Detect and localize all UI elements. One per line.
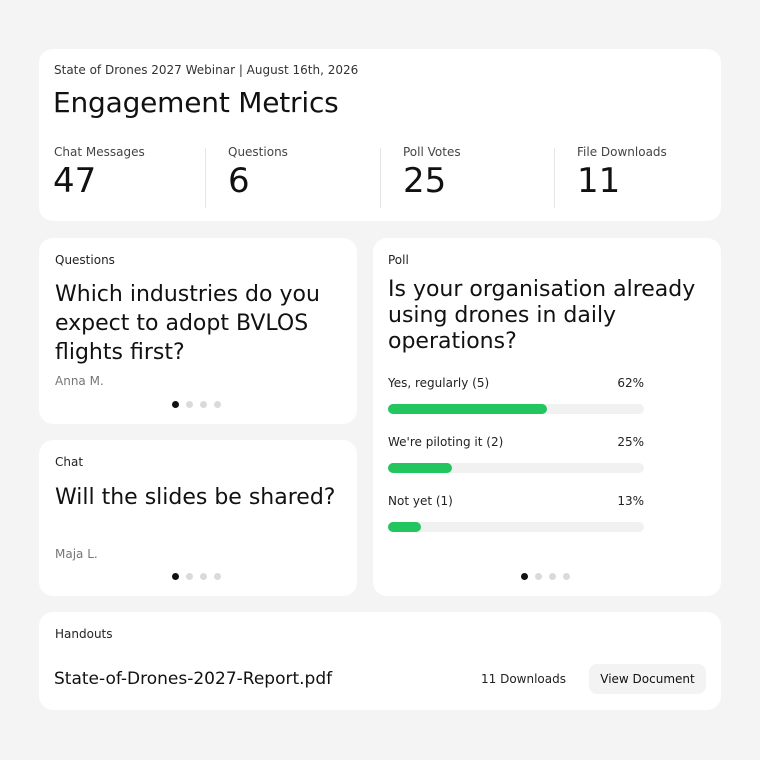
poll-option: Yes, regularly (5) 62%: [388, 376, 644, 416]
metric-label: Chat Messages: [54, 145, 145, 159]
page-title: Engagement Metrics: [53, 86, 339, 119]
poll-option-bar-fill: [388, 463, 452, 473]
pagination-dot[interactable]: [186, 401, 193, 408]
metric-value: 11: [577, 161, 621, 201]
poll-option-bar-track: [388, 404, 644, 414]
handout-download-count: 11 Downloads: [481, 672, 566, 686]
metric-value: 25: [403, 161, 447, 201]
chat-pagination[interactable]: [172, 573, 221, 581]
event-subtitle: State of Drones 2027 Webinar | August 16…: [54, 63, 359, 77]
metric-value: 6: [228, 161, 250, 201]
engagement-metrics-card: State of Drones 2027 Webinar | August 16…: [39, 49, 721, 221]
poll-option-bar-fill: [388, 522, 422, 532]
metric-label: File Downloads: [577, 145, 667, 159]
pagination-dot[interactable]: [535, 573, 542, 580]
pagination-dot[interactable]: [214, 573, 221, 580]
metric-questions: Questions 6: [205, 141, 380, 209]
pagination-dot[interactable]: [200, 401, 207, 408]
metric-poll-votes: Poll Votes 25: [380, 141, 555, 209]
poll-option-bar-fill: [388, 404, 547, 414]
poll-option-label: Yes, regularly (5): [388, 376, 490, 390]
pagination-dot[interactable]: [549, 573, 556, 580]
pagination-dot[interactable]: [200, 573, 207, 580]
pagination-dot[interactable]: [521, 573, 528, 580]
poll-option-bar-track: [388, 522, 644, 532]
poll-option: Not yet (1) 13%: [388, 494, 644, 534]
questions-card[interactable]: Questions Which industries do you expect…: [39, 238, 357, 424]
pagination-dot[interactable]: [186, 573, 193, 580]
question-author: Anna M.: [55, 374, 104, 388]
metric-divider: [380, 148, 381, 208]
metric-label: Poll Votes: [403, 145, 461, 159]
pagination-dot[interactable]: [214, 401, 221, 408]
metric-file-downloads: File Downloads 11: [554, 141, 729, 209]
pagination-dot[interactable]: [563, 573, 570, 580]
metric-label: Questions: [228, 145, 288, 159]
metric-divider: [554, 148, 555, 208]
poll-pagination[interactable]: [521, 573, 570, 581]
poll-option-label: Not yet (1): [388, 494, 453, 508]
question-text: Which industries do you expect to adopt …: [55, 282, 320, 365]
poll-option-percent: 62%: [617, 376, 644, 390]
poll-section-label: Poll: [388, 253, 409, 267]
metric-chat-messages: Chat Messages 47: [39, 141, 214, 209]
poll-option-bar-track: [388, 463, 644, 473]
chat-author: Maja L.: [55, 547, 98, 561]
chat-section-label: Chat: [55, 455, 84, 469]
poll-question: Is your organisation already using drone…: [388, 277, 696, 354]
poll-option-percent: 25%: [617, 435, 644, 449]
pagination-dot[interactable]: [172, 573, 179, 580]
metric-value: 47: [53, 161, 97, 201]
handouts-card: Handouts State-of-Drones-2027-Report.pdf…: [39, 612, 721, 710]
chat-card[interactable]: Chat Will the slides be shared? Maja L.: [39, 440, 357, 596]
metric-divider: [205, 148, 206, 208]
view-document-button[interactable]: View Document: [589, 664, 706, 694]
pagination-dot[interactable]: [172, 401, 179, 408]
questions-section-label: Questions: [55, 253, 115, 267]
poll-card[interactable]: Poll Is your organisation already using …: [373, 238, 721, 596]
handouts-section-label: Handouts: [55, 627, 113, 641]
metrics-row: Chat Messages 47 Questions 6 Poll Votes …: [39, 141, 721, 209]
chat-message-text: Will the slides be shared?: [55, 485, 336, 510]
questions-pagination[interactable]: [172, 401, 221, 409]
handout-file-name: State-of-Drones-2027-Report.pdf: [54, 669, 333, 689]
poll-option-percent: 13%: [617, 494, 644, 508]
poll-option-label: We're piloting it (2): [388, 435, 504, 449]
poll-option: We're piloting it (2) 25%: [388, 435, 644, 475]
